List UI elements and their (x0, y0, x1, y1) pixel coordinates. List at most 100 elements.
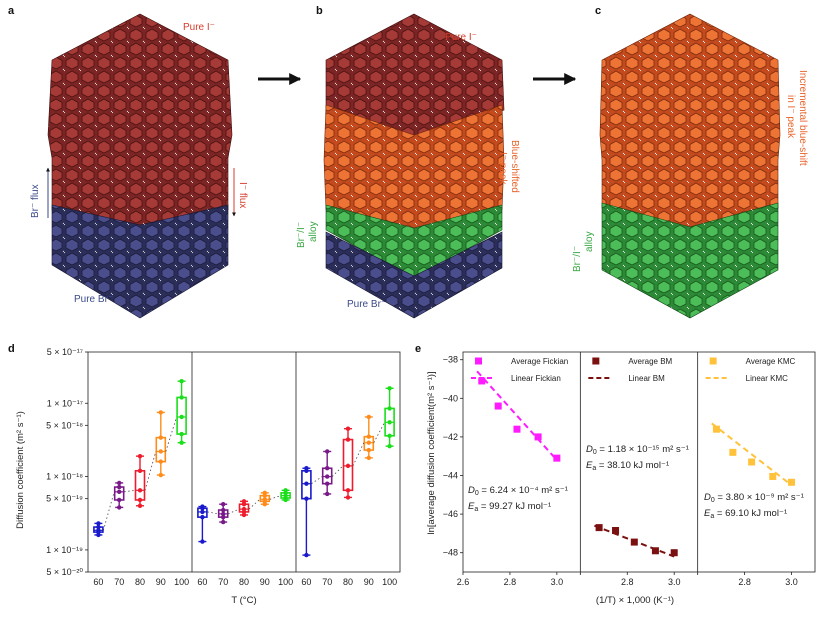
box-point (179, 414, 184, 420)
legend-marker (592, 357, 600, 365)
panel-b-alloy-label-2: alloy (308, 221, 319, 242)
x-tick-label: 2.8 (621, 577, 634, 587)
box-point (304, 466, 309, 471)
box-point (117, 480, 122, 486)
data-point-kmc (748, 458, 756, 466)
panel-b-bottom-label: Pure Br⁻ (347, 299, 386, 310)
x-tick-label: 100 (278, 577, 293, 587)
median-trend-line (103, 491, 115, 531)
median-trend-line (228, 508, 240, 515)
box-point (179, 431, 184, 437)
box-point (325, 474, 330, 479)
panel-d-ylabel: Diffusion coefficient (m² s⁻¹) (15, 411, 26, 529)
box-point (158, 449, 163, 454)
box-point (200, 509, 205, 515)
box-point (345, 495, 351, 500)
x-tick-label: 3.0 (668, 577, 681, 587)
panel-c-alloy-label-2: alloy (584, 231, 595, 252)
data-point-kmc (788, 478, 796, 486)
d0-annotation: D0 = 6.24 × 10⁻⁴ m² s⁻¹ (468, 485, 568, 497)
panel-c-letter: c (595, 5, 601, 17)
x-tick-label: 100 (174, 577, 189, 587)
data-point-bm (651, 547, 659, 555)
data-point-bm (595, 524, 603, 532)
box-point (158, 410, 163, 415)
y-tick-label: −42 (443, 432, 458, 442)
d0-annotation: D0 = 1.18 × 10⁻¹⁵ m² s⁻¹ (586, 444, 689, 456)
panel-d: d 5 × 10⁻²⁰1 × 10⁻¹⁹5 × 10⁻¹⁹1 × 10⁻¹⁸5 … (8, 343, 401, 606)
y-tick-label: 5 × 10⁻²⁰ (46, 567, 83, 577)
box-point (158, 435, 163, 440)
x-tick-label: 70 (322, 577, 332, 587)
d0-annotation: D0 = 3.80 × 10⁻⁹ m² s⁻¹ (704, 492, 804, 504)
panel-b-letter: b (316, 5, 323, 17)
box-point (117, 489, 122, 495)
box-point (200, 514, 205, 520)
box-point (387, 443, 392, 449)
panel-d-frame (87, 351, 401, 573)
median-trend-line (352, 442, 365, 467)
panel-b-bromide-block (325, 231, 503, 319)
x-tick-label: 2.8 (504, 577, 517, 587)
median-trend-line (373, 422, 385, 443)
box-point (96, 521, 101, 526)
panel-e-letter: e (415, 343, 421, 355)
data-point-kmc (712, 425, 720, 433)
fit-line-fickian (476, 370, 558, 461)
panel-e-ylabel: ln[average diffusion coefficient(m² s⁻¹)… (426, 371, 437, 534)
box-point (325, 491, 330, 497)
box-point (345, 463, 351, 469)
y-tick-label: 1 × 10⁻¹⁷ (47, 398, 83, 408)
ea-annotation: Ea = 99.27 kJ mol⁻¹ (468, 501, 551, 513)
x-tick-label: 60 (197, 577, 207, 587)
box-point (345, 437, 351, 442)
x-tick-label: 3.0 (551, 577, 564, 587)
i-flux-label: I⁻ flux (237, 182, 248, 208)
box-point (387, 386, 392, 391)
panel-a-iodide-overlap (75, 178, 205, 222)
box-point (221, 502, 226, 507)
box-point (366, 455, 371, 461)
box-point (304, 481, 309, 486)
legend-marker (709, 357, 717, 365)
box-point (137, 488, 143, 493)
median-trend-line (144, 451, 157, 491)
median-trend-line (207, 511, 219, 515)
y-tick-label: 1 × 10⁻¹⁸ (46, 472, 83, 482)
box-body (134, 469, 146, 501)
y-tick-label: −40 (443, 393, 458, 403)
data-point-fickian (478, 377, 486, 385)
box-point (221, 511, 226, 517)
box-point (325, 466, 330, 471)
ea-annotation: Ea = 38.10 kJ mol⁻¹ (586, 460, 669, 472)
ea-annotation: Ea = 69.10 kJ mol⁻¹ (704, 508, 787, 520)
box-point (158, 472, 163, 478)
box-point (366, 440, 371, 445)
y-tick-label: 5 × 10⁻¹⁹ (46, 494, 83, 504)
x-tick-label: 80 (135, 577, 145, 587)
data-point-fickian (534, 433, 542, 441)
box-point (325, 481, 330, 486)
panel-e-frame (462, 351, 816, 573)
box-point (283, 488, 288, 493)
box-point (387, 406, 392, 411)
box-point (221, 514, 226, 520)
box-point (366, 447, 371, 453)
box-point (158, 459, 163, 464)
panel-e-chart: −38 −40 −42 −44 −46 −48 2.6 2.8 3.0 Average Ficki… (443, 351, 816, 587)
legend-label: Average Fickian (511, 357, 568, 366)
box-point (241, 506, 247, 512)
panel-e: e −38 −40 −42 −44 −46 −48 2.6 2.8 3.0 Average Fic… (415, 343, 816, 606)
box-point (117, 505, 122, 510)
panel-d-letter: d (8, 343, 15, 355)
legend-label: Linear KMC (746, 374, 788, 383)
panel-c-right-label-1: Incremental blue-shift (797, 70, 808, 166)
y-tick-label: 5 × 10⁻¹⁸ (46, 420, 83, 430)
box-point (241, 499, 247, 504)
box-point (179, 395, 184, 400)
x-tick-label: 3.0 (785, 577, 798, 587)
median-trend-line (165, 416, 177, 452)
x-tick-label: 90 (156, 577, 166, 587)
legend-label: Linear BM (628, 374, 665, 383)
legend-label: Average KMC (746, 357, 796, 366)
